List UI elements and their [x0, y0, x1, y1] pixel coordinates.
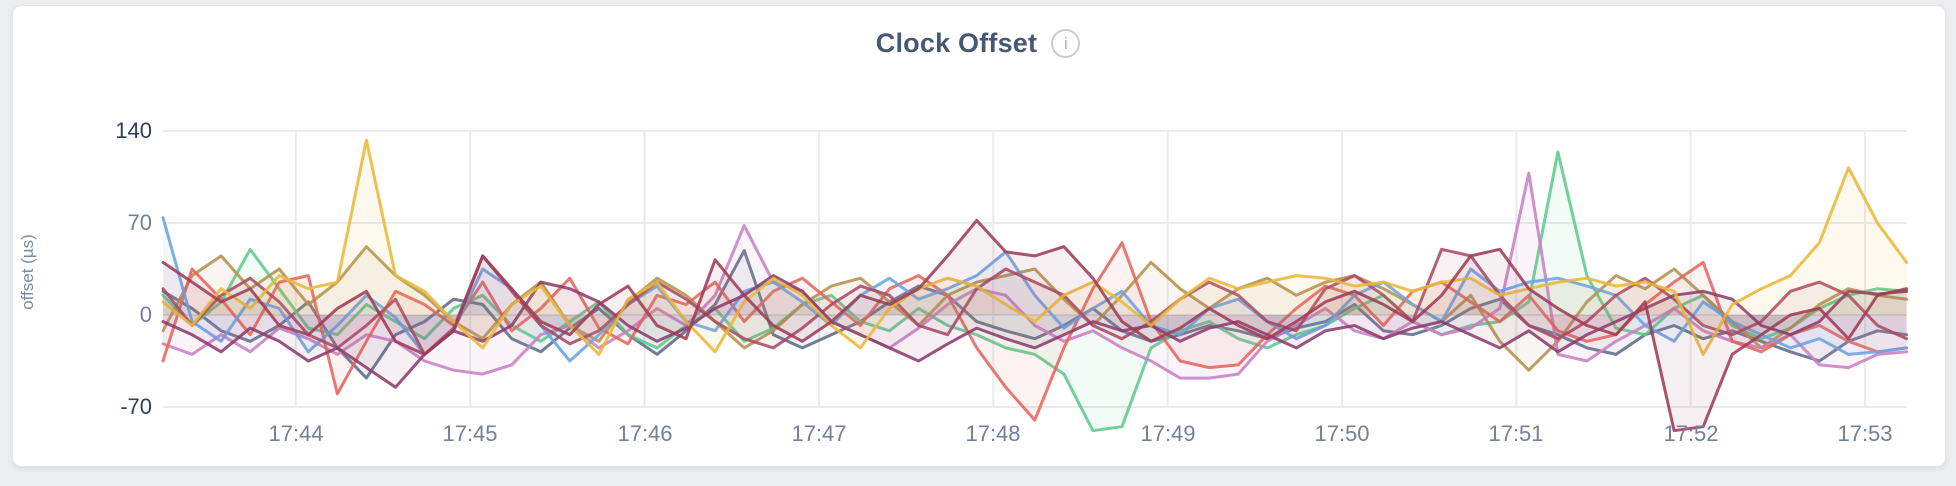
- y-tick-label: 140: [115, 118, 152, 143]
- chart-header: Clock Offset i: [0, 28, 1956, 59]
- x-tick-label: 17:52: [1663, 421, 1719, 446]
- y-tick-label: 70: [127, 210, 152, 235]
- info-icon[interactable]: i: [1051, 29, 1081, 58]
- y-tick-label: 0: [139, 302, 152, 327]
- x-tick-label: 17:44: [268, 421, 324, 446]
- series-yellow-line: [161, 138, 1909, 356]
- chart-card: [12, 5, 1946, 467]
- series-green-area: [163, 152, 1907, 431]
- series-orchid-line: [161, 171, 1909, 380]
- x-tick-label: 17:50: [1314, 421, 1370, 446]
- x-tick-label: 17:51: [1488, 421, 1544, 446]
- x-tick-label: 17:48: [965, 421, 1021, 446]
- gridlines: [163, 130, 1907, 408]
- series-wine-area: [163, 220, 1907, 431]
- page-title: Clock Offset: [875, 28, 1038, 58]
- series-slate: [161, 249, 1909, 380]
- series-green-line: [161, 150, 1909, 433]
- x-tick-label: 17:49: [1140, 421, 1196, 446]
- series-wine-line: [161, 218, 1909, 433]
- series-blue-area: [163, 217, 1907, 361]
- series-slate-line: [161, 249, 1909, 380]
- series-green: [161, 150, 1909, 433]
- y-tick-label: -70: [120, 394, 152, 419]
- x-tick-label: 17:45: [442, 421, 498, 446]
- series-yellow: [161, 138, 1909, 356]
- series-yellow-area: [163, 140, 1907, 355]
- series-rose-area: [163, 249, 1907, 355]
- x-tick-label: 17:53: [1837, 421, 1893, 446]
- x-tick-label: 17:46: [617, 421, 673, 446]
- series-wine: [161, 218, 1909, 433]
- x-tick-label: 17:47: [791, 421, 847, 446]
- series-salmon-area: [163, 242, 1907, 421]
